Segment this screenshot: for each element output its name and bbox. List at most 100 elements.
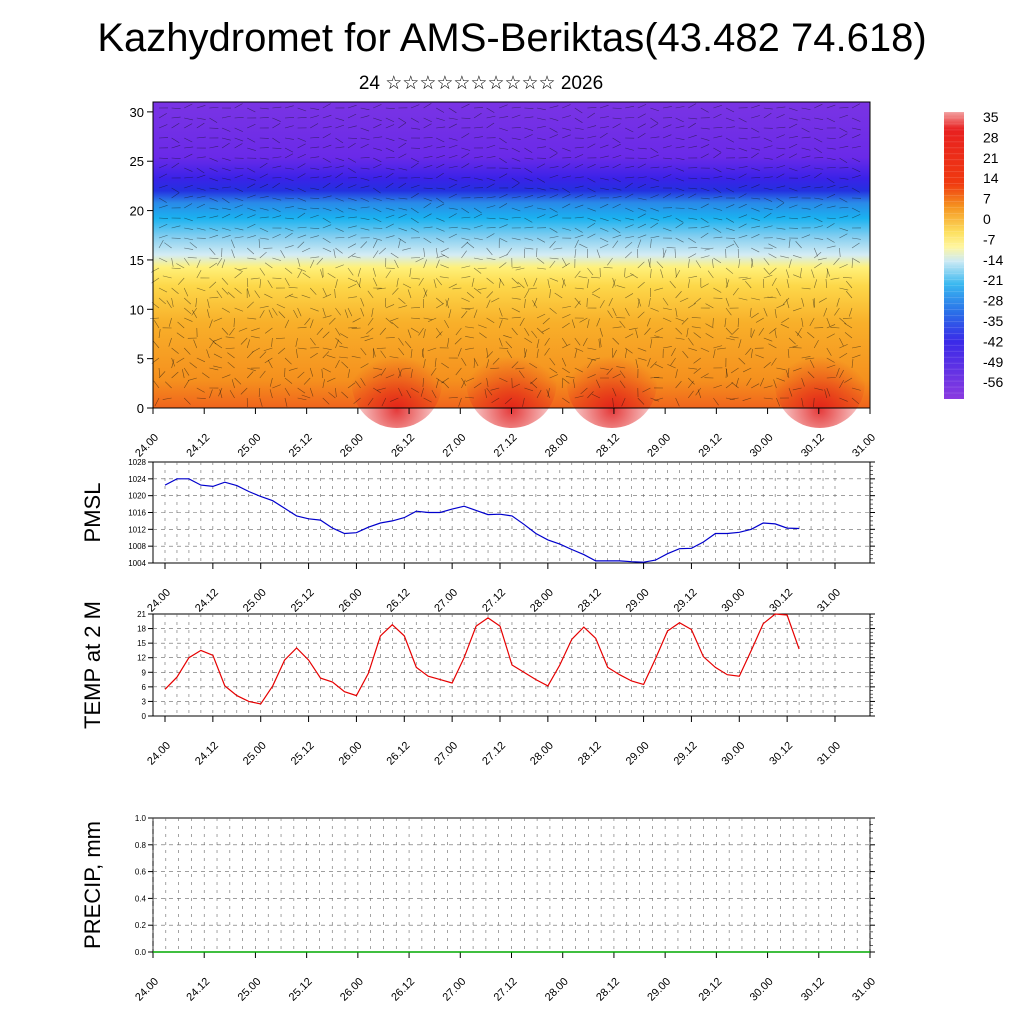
temp-panel-ylabel: TEMP at 2 M: [80, 601, 105, 729]
pmsl-panel-xtick-label: 24.12: [193, 587, 221, 615]
temp-panel-xtick-label: 24.12: [193, 740, 221, 768]
precip-panel-ylabel: PRECIP, mm: [80, 821, 105, 949]
pmsl-panel-xtick-label: 25.00: [241, 587, 269, 615]
precip-panel-xtick-label: 28.12: [594, 976, 622, 1004]
temp-panel-xtick-label: 28.00: [528, 740, 556, 768]
precip-panel-ytick-label: 0.8: [135, 841, 147, 850]
heatmap-xtick-label: 26.12: [389, 432, 417, 460]
colorbar-label: -14: [983, 252, 1003, 268]
heatmap-xtick-label: 29.00: [645, 432, 673, 460]
temp-panel-xtick-label: 26.00: [337, 740, 365, 768]
pmsl-panel-xtick-label: 27.00: [432, 587, 460, 615]
temp-panel-xtick-label: 25.12: [289, 740, 317, 768]
colorbar-label: 28: [983, 129, 999, 145]
pmsl-panel-xtick-label: 27.12: [480, 587, 508, 615]
temp-panel-series-line: [164, 613, 800, 705]
precip-panel-xtick-label: 26.12: [389, 976, 417, 1004]
pmsl-panel-xtick-label: 29.00: [624, 587, 652, 615]
heatmap-panel: 0 5 10 15 20 25 30 24.00 24.12 25.00 25.12 26.00 26.…: [130, 101, 878, 460]
heatmap-xtick-label: 28.00: [543, 432, 571, 460]
colorbar-label: -49: [983, 354, 1003, 370]
colorbar-label: 21: [983, 150, 999, 166]
pmsl-panel-ytick-label: 1004: [128, 559, 146, 568]
heatmap-xtick-label: 30.00: [748, 432, 776, 460]
pmsl-panel-ylabel: PMSL: [80, 483, 105, 543]
pmsl-panel-ytick-label: 1008: [128, 542, 146, 551]
temp-panel-xtick-label: 29.00: [624, 740, 652, 768]
temp-panel-xtick-label: 25.00: [241, 740, 269, 768]
chart-subtitle: 24 ☆☆☆☆☆☆☆☆☆☆ 2026: [358, 73, 604, 94]
heatmap-xtick-label: 30.12: [799, 432, 827, 460]
colorbar-label: 35: [983, 109, 999, 125]
colorbar: 35 28 21 14 7 0 -7 -14 -21 -28 -35 -42 -49 -56: [944, 109, 1003, 399]
heatmap-xtick-label: 27.00: [440, 432, 468, 460]
pmsl-panel-xtick-label: 26.12: [384, 587, 412, 615]
colorbar-label: -56: [983, 374, 1003, 390]
pmsl-panel-ytick-label: 1028: [128, 458, 146, 467]
temp-panel-xtick-label: 26.12: [384, 740, 412, 768]
temp-panel-xtick-label: 29.12: [672, 740, 700, 768]
pmsl-panel-xtick-label: 26.00: [337, 587, 365, 615]
temp-panel-ytick-label: 0: [142, 712, 147, 721]
pmsl-panel-xtick-label: 30.12: [767, 587, 795, 615]
pmsl-panel-xtick-label: 28.00: [528, 587, 556, 615]
precip-panel-ytick-label: 0.6: [135, 868, 147, 877]
heatmap-ytick-label: 20: [130, 204, 144, 219]
temp-panel-xtick-label: 27.00: [432, 740, 460, 768]
temp-panel: 0 3 6 9 12 15 18 21 24.00 24.12 25.00 25.12 26.00 26.…: [80, 601, 875, 768]
precip-panel-xtick-label: 25.12: [287, 976, 315, 1004]
pmsl-panel-xtick-label: 29.12: [672, 587, 700, 615]
temp-panel-xtick-label: 28.12: [576, 740, 604, 768]
precip-panel-xtick-label: 24.00: [133, 976, 161, 1004]
temp-panel-ytick-label: 12: [137, 654, 146, 663]
warm-spot: [774, 338, 865, 428]
colorbar-label: -42: [983, 333, 1003, 349]
precip-panel-xtick-label: 30.12: [799, 976, 827, 1004]
warm-spot: [566, 338, 657, 428]
temp-panel-ytick-label: 9: [142, 668, 147, 677]
heatmap-xtick-label: 28.12: [594, 432, 622, 460]
pmsl-panel-ytick-label: 1020: [128, 492, 146, 501]
heatmap-xtick-label: 27.12: [492, 432, 520, 460]
heatmap-ytick-label: 5: [137, 352, 144, 367]
heatmap-xtick-label: 25.00: [236, 432, 264, 460]
precip-panel-ytick-label: 0.4: [135, 894, 147, 903]
precip-panel-xtick-label: 30.00: [748, 976, 776, 1004]
precip-panel-xtick-label: 24.12: [184, 976, 212, 1004]
precip-panel-xtick-label: 29.00: [645, 976, 673, 1004]
heatmap-ytick-label: 10: [130, 302, 144, 317]
heatmap-xtick-label: 25.12: [287, 432, 315, 460]
precip-panel-xtick-label: 29.12: [697, 976, 725, 1004]
precip-panel-ytick-label: 0.0: [135, 948, 147, 957]
pmsl-panel-ytick-label: 1016: [128, 509, 146, 518]
temp-panel-ytick-label: 18: [137, 625, 146, 634]
pmsl-panel-xtick-label: 31.00: [815, 587, 843, 615]
precip-panel-ytick-label: 1.0: [135, 814, 147, 823]
wind-barbs: [150, 103, 862, 408]
colorbar-label: 14: [983, 170, 999, 186]
temp-panel-ytick-label: 21: [137, 610, 146, 619]
colorbar-label: -35: [983, 313, 1003, 329]
colorbar-label: -21: [983, 272, 1003, 288]
heatmap-xtick-label: 24.12: [184, 432, 212, 460]
pmsl-panel-xtick-label: 30.00: [719, 587, 747, 615]
heatmap-xtick-label: 26.00: [338, 432, 366, 460]
precip-panel-xtick-label: 28.00: [543, 976, 571, 1004]
pmsl-panel-xtick-label: 24.00: [145, 587, 173, 615]
heatmap-ytick-label: 15: [130, 253, 144, 268]
temp-panel-ytick-label: 15: [137, 639, 146, 648]
warm-spot: [351, 338, 442, 428]
pmsl-panel-ytick-label: 1024: [128, 475, 146, 484]
pmsl-panel-xtick-label: 28.12: [576, 587, 604, 615]
colorbar-gradient: [944, 112, 964, 399]
heatmap-xtick-label: 24.00: [133, 432, 161, 460]
temp-panel-xtick-label: 30.00: [719, 740, 747, 768]
chart-title: Kazhydromet for AMS-Beriktas(43.482 74.6…: [97, 16, 927, 60]
temp-panel-xtick-label: 30.12: [767, 740, 795, 768]
heatmap-xtick-label: 29.12: [697, 432, 725, 460]
colorbar-label: -28: [983, 293, 1003, 309]
temp-panel-ytick-label: 6: [142, 683, 147, 692]
pmsl-panel-ytick-label: 1012: [128, 525, 146, 534]
warm-spot: [466, 338, 557, 428]
